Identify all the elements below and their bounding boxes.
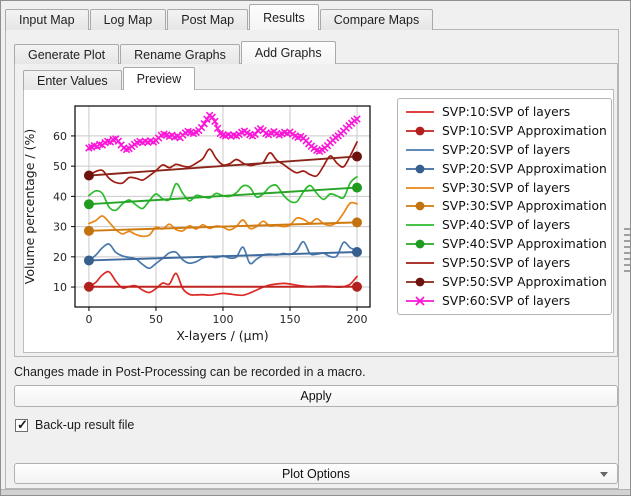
- tab-add-graphs[interactable]: Add Graphs: [240, 41, 336, 64]
- chevron-down-icon: [600, 472, 608, 477]
- window-resize-strip: [1, 489, 630, 495]
- legend-label: SVP:50:SVP Approximation: [442, 275, 607, 290]
- tab-enter-values[interactable]: Enter Values: [23, 70, 122, 90]
- legend-item: SVP:20:SVP of layers: [404, 141, 605, 159]
- plot-options-label: Plot Options: [281, 466, 351, 481]
- legend-label: SVP:10:SVP Approximation: [442, 123, 607, 138]
- plot-options-button[interactable]: Plot Options: [14, 463, 618, 484]
- legend-label: SVP:40:SVP Approximation: [442, 237, 607, 252]
- svg-text:200: 200: [346, 313, 367, 326]
- legend-item: SVP:50:SVP of layers: [404, 254, 605, 272]
- svg-text:X-layers / (µm): X-layers / (µm): [176, 328, 268, 343]
- plot-figure: 0 50 100 150 200 10 20 30 40 50 60 X-layers / (µm) V…: [22, 89, 614, 353]
- apply-button[interactable]: Apply: [14, 385, 618, 407]
- legend-label: SVP:50:SVP of layers: [442, 256, 571, 271]
- legend-item: SVP:10:SVP Approximation: [404, 122, 607, 140]
- svg-text:150: 150: [279, 313, 300, 326]
- plot-legend: SVP:10:SVP of layers SVP:10:SVP Approxima…: [397, 98, 612, 315]
- svg-text:10: 10: [53, 281, 67, 294]
- legend-item: SVP:60:SVP of layers: [404, 292, 605, 310]
- legend-item: SVP:40:SVP of layers: [404, 216, 605, 234]
- legend-label: SVP:20:SVP Approximation: [442, 161, 607, 176]
- svg-text:60: 60: [53, 130, 67, 143]
- tab-compare-maps[interactable]: Compare Maps: [319, 9, 434, 30]
- tab-log-map[interactable]: Log Map: [89, 9, 167, 30]
- legend-label: SVP:30:SVP of layers: [442, 180, 571, 195]
- splitter-handle[interactable]: [623, 226, 630, 274]
- legend-item: SVP:40:SVP Approximation: [404, 235, 607, 253]
- backup-checkbox-label[interactable]: Back-up result file: [35, 418, 135, 432]
- legend-label: SVP:10:SVP of layers: [442, 104, 571, 119]
- preview-tab-bar: Enter Values Preview: [23, 67, 196, 90]
- legend-item: SVP:20:SVP Approximation: [404, 160, 607, 178]
- macro-note: Changes made in Post-Processing can be r…: [14, 365, 366, 379]
- legend-label: SVP:30:SVP Approximation: [442, 199, 607, 214]
- tab-results[interactable]: Results: [249, 4, 319, 30]
- svg-text:40: 40: [53, 190, 67, 203]
- svg-text:20: 20: [53, 251, 67, 264]
- tab-generate-plot[interactable]: Generate Plot: [14, 44, 120, 64]
- legend-item: SVP:10:SVP of layers: [404, 103, 605, 121]
- legend-label: SVP:20:SVP of layers: [442, 142, 571, 157]
- backup-checkbox-row: ✓ Back-up result file: [15, 416, 135, 432]
- tab-preview[interactable]: Preview: [122, 67, 196, 90]
- tab-post-map[interactable]: Post Map: [167, 9, 249, 30]
- svg-text:0: 0: [85, 313, 92, 326]
- tab-input-map[interactable]: Input Map: [5, 9, 89, 30]
- backup-checkbox[interactable]: ✓: [15, 416, 28, 432]
- tab-rename-graphs[interactable]: Rename Graphs: [120, 44, 240, 64]
- svg-text:30: 30: [53, 221, 67, 234]
- svg-text:50: 50: [149, 313, 163, 326]
- results-tab-bar: Generate Plot Rename Graphs Add Graphs: [14, 41, 337, 64]
- svg-text:Volume percentage / (%): Volume percentage / (%): [24, 129, 37, 284]
- legend-item: SVP:30:SVP Approximation: [404, 197, 607, 215]
- legend-label: SVP:60:SVP of layers: [442, 293, 571, 308]
- legend-label: SVP:40:SVP of layers: [442, 218, 571, 233]
- legend-item: SVP:30:SVP of layers: [404, 179, 605, 197]
- main-tab-bar: Input Map Log Map Post Map Results Compare M…: [5, 4, 434, 30]
- check-icon: ✓: [17, 416, 28, 432]
- svg-text:100: 100: [212, 313, 233, 326]
- legend-item: SVP:50:SVP Approximation: [404, 273, 607, 291]
- svg-text:50: 50: [53, 160, 67, 173]
